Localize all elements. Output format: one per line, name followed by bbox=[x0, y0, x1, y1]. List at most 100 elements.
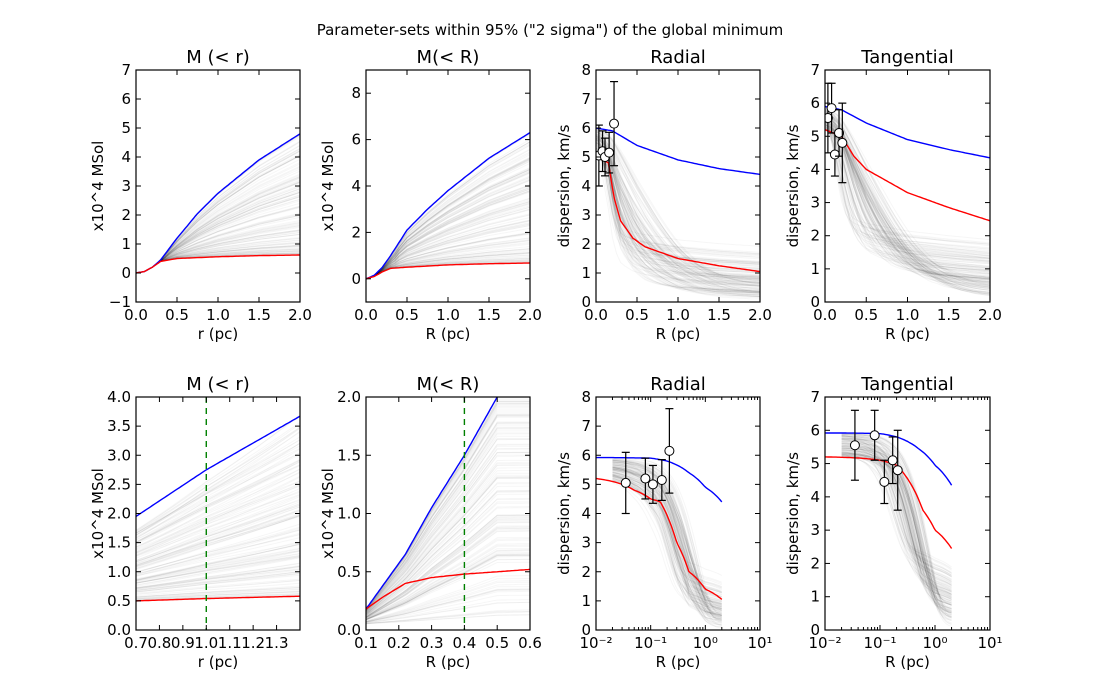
y-tick-label: 2.5 bbox=[107, 475, 131, 493]
red-curve bbox=[825, 129, 990, 222]
ensemble-curve bbox=[825, 107, 990, 248]
y-tick-label: 5 bbox=[810, 127, 820, 145]
y-tick-label: 3 bbox=[581, 206, 591, 224]
data-point bbox=[887, 455, 898, 466]
x-tick-label: 10¹ bbox=[977, 634, 1002, 652]
y-tick-label: 7 bbox=[810, 61, 820, 79]
y-tick-label: 0 bbox=[351, 270, 361, 288]
x-tick-label: 1.0 bbox=[194, 634, 218, 652]
data-point bbox=[834, 127, 845, 138]
data-point bbox=[664, 445, 675, 456]
y-tick-label: 3 bbox=[810, 521, 820, 539]
x-tick-label: 0.0 bbox=[124, 306, 148, 324]
y-tick-label: 1 bbox=[810, 260, 820, 278]
x-tick-label: 10⁻² bbox=[579, 634, 612, 652]
data-point bbox=[849, 440, 860, 451]
plot-area bbox=[596, 408, 723, 600]
subplot-7: 10⁻² 10⁻¹ 10⁰ 10¹ 0 1 2 3 4 5 6 7 8 Radial R (pc) dispe… bbox=[555, 374, 773, 671]
ensemble-curve bbox=[136, 255, 300, 273]
y-axis-label: dispersion, km/s bbox=[784, 124, 802, 247]
plot-area bbox=[136, 397, 300, 630]
data-point bbox=[647, 479, 658, 490]
y-tick-label: 1.0 bbox=[337, 505, 361, 523]
y-tick-label: 4 bbox=[351, 177, 361, 195]
x-axis-label: r (pc) bbox=[198, 653, 238, 671]
ensemble-curve bbox=[136, 255, 300, 273]
x-tick-label: 0.0 bbox=[584, 306, 608, 324]
y-tick-label: 6 bbox=[810, 94, 820, 112]
plot-area bbox=[596, 80, 760, 273]
x-axis-label: R (pc) bbox=[426, 653, 471, 671]
x-tick-label: 0.5 bbox=[395, 306, 419, 324]
x-tick-label: 10¹ bbox=[747, 634, 772, 652]
y-axis-label: x10^4 MSol bbox=[89, 468, 107, 559]
y-tick-label: 0.0 bbox=[107, 621, 131, 639]
y-tick-label: 3 bbox=[810, 194, 820, 212]
y-tick-label: 3 bbox=[121, 177, 131, 195]
x-tick-label: 1.5 bbox=[707, 306, 731, 324]
subplot-title: M(< R) bbox=[417, 374, 480, 395]
ensemble-curves bbox=[136, 135, 300, 274]
ensemble-curve bbox=[136, 255, 300, 273]
x-tick-label: 2.0 bbox=[288, 306, 312, 324]
y-tick-label: 2.0 bbox=[107, 505, 131, 523]
x-tick-label: 10⁻² bbox=[808, 634, 841, 652]
y-tick-label: 0 bbox=[581, 293, 591, 311]
data-point bbox=[826, 103, 837, 114]
figure-suptitle: Parameter-sets within 95% ("2 sigma") of… bbox=[317, 21, 784, 39]
x-tick-label: 0.7 bbox=[124, 634, 148, 652]
y-tick-label: 0 bbox=[121, 264, 131, 282]
blue-curve bbox=[825, 105, 990, 159]
subplot-5: 0.7 0.8 0.9 1.0 1.1 1.2 1.30.00.51.01.52.02.53… bbox=[89, 374, 301, 671]
data-point bbox=[604, 147, 615, 158]
y-tick-label: 2 bbox=[581, 235, 591, 253]
y-tick-label: 1 bbox=[581, 592, 591, 610]
x-tick-label: 0.0 bbox=[354, 306, 378, 324]
x-axis-label: R (pc) bbox=[656, 653, 701, 671]
x-tick-label: 0.2 bbox=[387, 634, 411, 652]
x-tick-label: 0.0 bbox=[813, 306, 837, 324]
x-tick-label: 0.5 bbox=[165, 306, 189, 324]
y-axis-label: x10^4 MSol bbox=[319, 141, 337, 232]
y-tick-label: 4 bbox=[121, 148, 131, 166]
y-tick-label: 1.5 bbox=[107, 534, 131, 552]
y-tick-label: 5 bbox=[581, 475, 591, 493]
x-tick-label: 0.5 bbox=[854, 306, 878, 324]
y-tick-label: 8 bbox=[351, 84, 361, 102]
y-tick-label: 3.5 bbox=[107, 417, 131, 435]
y-tick-label: 5 bbox=[581, 148, 591, 166]
subplot-title: M (< r) bbox=[186, 374, 250, 395]
ensemble-curve bbox=[136, 255, 300, 273]
y-tick-label: 2 bbox=[810, 554, 820, 572]
subplot-title: Tangential bbox=[860, 47, 953, 68]
y-tick-label: 7 bbox=[581, 90, 591, 108]
red-curve bbox=[136, 595, 300, 602]
x-axis-label: R (pc) bbox=[426, 325, 471, 343]
x-tick-label: 1.0 bbox=[436, 306, 460, 324]
red-curve bbox=[136, 254, 300, 274]
plot-area bbox=[825, 409, 953, 549]
x-tick-label: 0.3 bbox=[420, 634, 444, 652]
ensemble-curve bbox=[136, 466, 300, 543]
blue-curve bbox=[596, 127, 760, 176]
y-tick-label: 2.0 bbox=[337, 388, 361, 406]
subplot-4: 0.0 0.5 1.0 1.5 2.0 0 1 2 3 4 5 6 7 Tangential R (pc) d… bbox=[784, 47, 1002, 343]
subplot-1: 0.0 0.5 1.0 1.5 2.0 −1 0 1 2 3 4 5 6 7 M (< r) r (pc) x1… bbox=[89, 47, 312, 343]
red-curve bbox=[366, 568, 530, 610]
subplot-title: Radial bbox=[650, 374, 706, 395]
y-tick-label: 1 bbox=[810, 588, 820, 606]
data-point bbox=[640, 473, 651, 484]
x-tick-label: 0.6 bbox=[518, 634, 542, 652]
plot-area bbox=[825, 82, 990, 248]
data-point bbox=[837, 137, 848, 148]
x-tick-label: 1.0 bbox=[206, 306, 230, 324]
x-tick-label: 1.1 bbox=[218, 634, 242, 652]
x-tick-label: 10⁰ bbox=[922, 634, 947, 652]
y-tick-label: 0.5 bbox=[107, 592, 131, 610]
y-axis-label: x10^4 MSol bbox=[319, 468, 337, 559]
y-axis-label: dispersion, km/s bbox=[784, 452, 802, 575]
y-axis-label: x10^4 MSol bbox=[89, 141, 107, 232]
data-point bbox=[892, 465, 903, 476]
y-tick-label: 7 bbox=[581, 417, 591, 435]
